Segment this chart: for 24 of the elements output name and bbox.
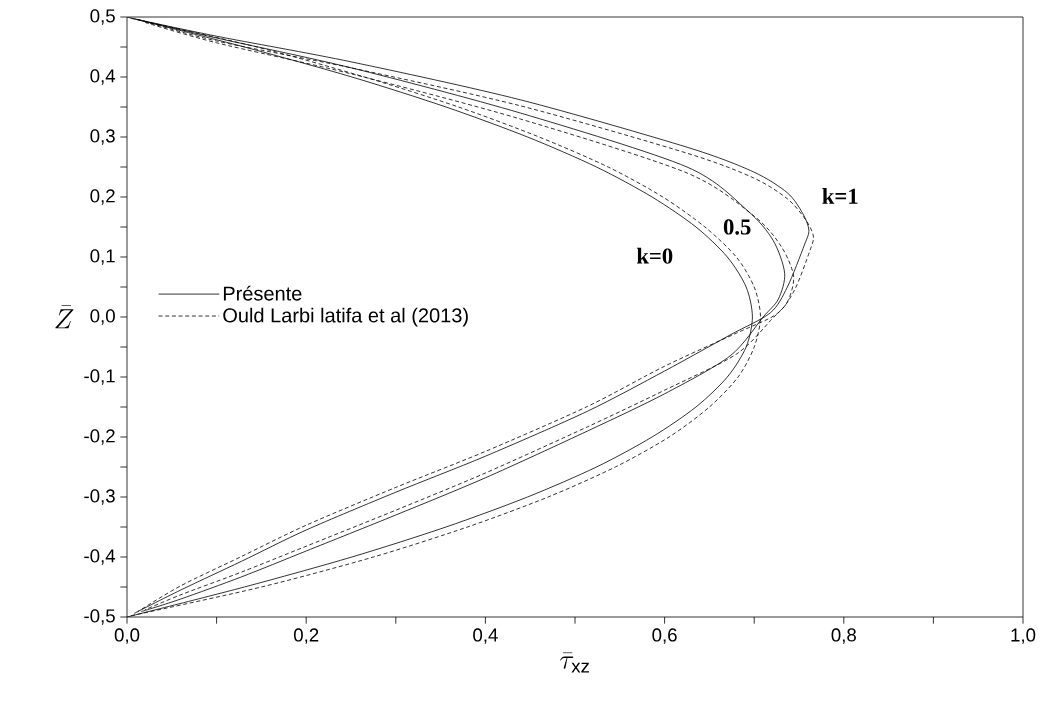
x-tick-label: 0,8 — [831, 628, 856, 644]
x-tick-label: 0,6 — [652, 628, 677, 644]
annotation: k=1 — [822, 187, 858, 204]
y-axis-title: $\bar{Z}$ — [55, 305, 74, 329]
annotation: k=0 — [636, 247, 673, 264]
y-tick-label: -0,1 — [84, 369, 115, 385]
y-tick-label: 0,2 — [90, 189, 115, 205]
y-tick-label: 0,1 — [90, 249, 115, 265]
annotation: 0.5 — [723, 219, 751, 235]
y-tick-label: 0,5 — [90, 9, 115, 25]
legend-label: Présente — [223, 285, 302, 301]
y-tick-label: -0,4 — [84, 549, 116, 565]
y-tick-label: -0,5 — [84, 609, 115, 625]
legend-label: Ould Larbi latifa et al (2013) — [223, 307, 468, 327]
y-tick-label: -0,3 — [84, 489, 115, 505]
x-tick-label: 0,2 — [293, 628, 319, 644]
x-tick-label: 0,4 — [473, 628, 498, 644]
x-tick-label: 0,0 — [114, 628, 140, 644]
x-axis-title: $\bar{\tau}_{\mathrm{xz}}$ — [560, 652, 589, 673]
x-tick-label: 1,0 — [1011, 628, 1036, 644]
y-tick-label: 0,4 — [90, 69, 116, 85]
y-tick-label: -0,2 — [84, 429, 115, 445]
y-tick-label: 0,0 — [90, 309, 115, 325]
y-tick-label: 0,3 — [90, 129, 115, 145]
